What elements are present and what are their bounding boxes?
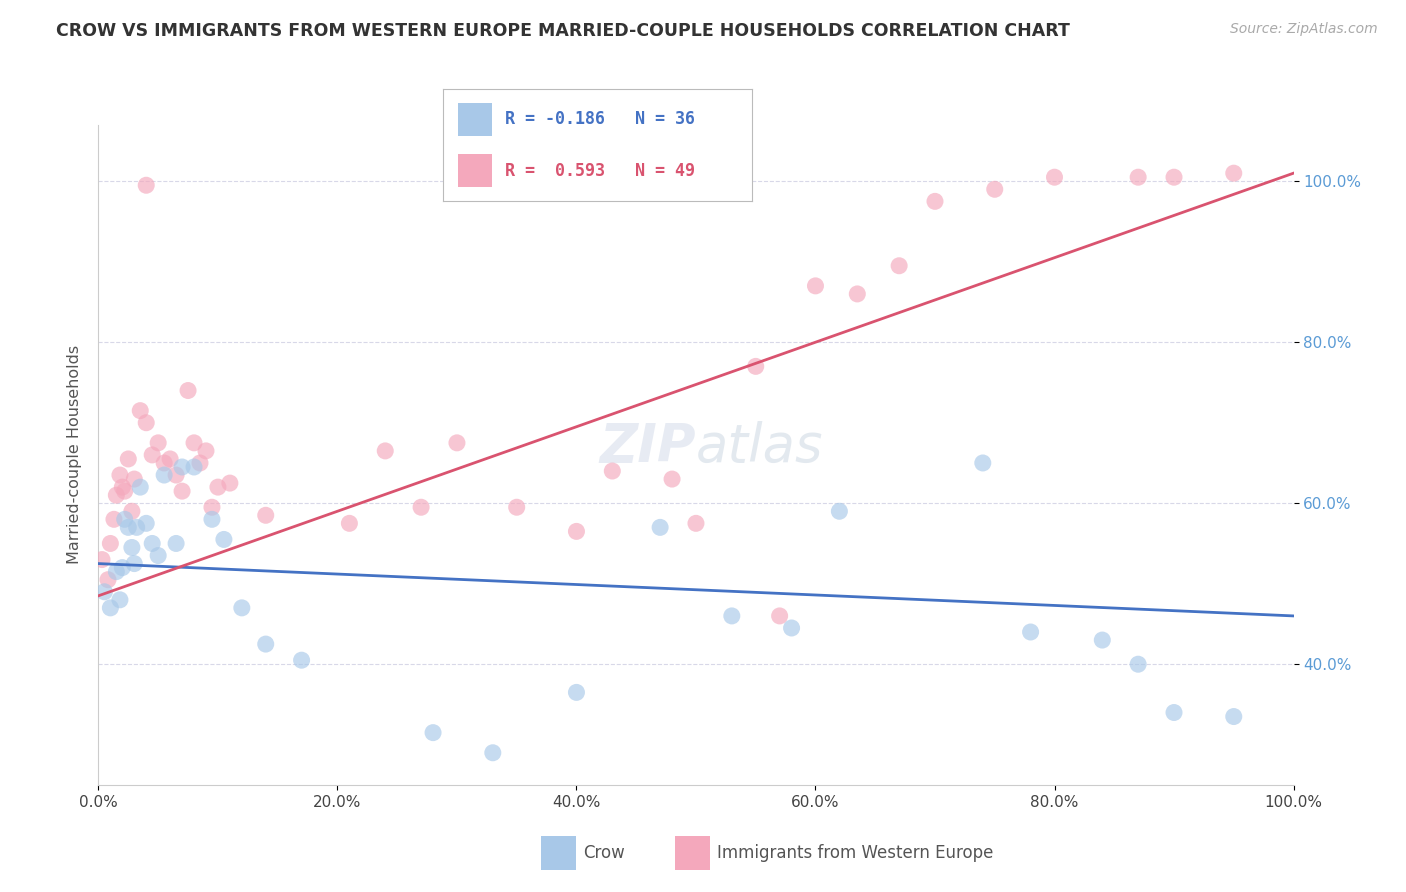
Point [1222, 166, 1246, 180]
Point [165, 536, 187, 550]
Point [685, 516, 707, 531]
Point [889, 259, 911, 273]
Point [924, 194, 946, 209]
Point [125, 520, 148, 534]
Point [172, 460, 194, 475]
Point [148, 549, 170, 563]
Point [374, 443, 396, 458]
Point [141, 536, 163, 550]
Point [846, 287, 869, 301]
Bar [458, 103, 492, 136]
Point [183, 460, 205, 475]
Point [159, 452, 181, 467]
Point [720, 608, 742, 623]
Point [108, 592, 131, 607]
Point [129, 403, 152, 417]
Point [105, 565, 128, 579]
Text: Crow: Crow [583, 844, 626, 862]
Point [188, 456, 211, 470]
Point [117, 452, 139, 467]
Point [446, 435, 468, 450]
Text: atlas: atlas [696, 421, 824, 473]
Point [98, 536, 122, 550]
Point [446, 178, 468, 193]
Point [153, 456, 176, 470]
Point [103, 512, 125, 526]
Point [124, 557, 146, 571]
Point [172, 484, 194, 499]
Point [1163, 706, 1185, 720]
Point [1043, 170, 1066, 185]
Point [648, 520, 672, 534]
Point [565, 685, 588, 699]
Point [1128, 170, 1150, 185]
Point [219, 476, 242, 491]
Point [108, 468, 131, 483]
Text: R =  0.593   N = 49: R = 0.593 N = 49 [505, 161, 695, 179]
Text: Source: ZipAtlas.com: Source: ZipAtlas.com [1230, 22, 1378, 37]
Point [183, 435, 205, 450]
Point [105, 488, 128, 502]
Point [114, 512, 136, 526]
Text: ZIP: ZIP [599, 421, 696, 473]
Point [121, 504, 143, 518]
Point [135, 416, 157, 430]
Point [114, 484, 136, 499]
Point [135, 516, 157, 531]
Point [661, 472, 683, 486]
Point [1091, 633, 1114, 648]
Text: CROW VS IMMIGRANTS FROM WESTERN EUROPE MARRIED-COUPLE HOUSEHOLDS CORRELATION CHA: CROW VS IMMIGRANTS FROM WESTERN EUROPE M… [56, 22, 1070, 40]
Point [124, 472, 146, 486]
Point [1128, 657, 1150, 672]
Point [177, 384, 200, 398]
Point [231, 600, 253, 615]
Point [98, 600, 122, 615]
Bar [458, 153, 492, 187]
Point [337, 516, 360, 531]
Text: R = -0.186   N = 36: R = -0.186 N = 36 [505, 111, 695, 128]
Point [983, 182, 1005, 196]
Point [745, 359, 768, 374]
Point [91, 552, 114, 566]
Point [422, 725, 444, 739]
Point [565, 524, 588, 539]
Point [121, 541, 143, 555]
Point [290, 653, 312, 667]
Point [153, 468, 176, 483]
Point [254, 508, 277, 523]
Point [117, 520, 139, 534]
Point [212, 533, 235, 547]
Point [141, 448, 163, 462]
Point [93, 584, 115, 599]
Point [1019, 625, 1042, 640]
Point [506, 500, 529, 515]
Point [201, 500, 224, 515]
Point [97, 573, 120, 587]
Point [804, 278, 827, 293]
Y-axis label: Married-couple Households: Married-couple Households [66, 345, 82, 565]
Point [254, 637, 277, 651]
Point [129, 480, 152, 494]
Point [111, 480, 134, 494]
Point [481, 746, 505, 760]
Point [165, 468, 187, 483]
Text: Immigrants from Western Europe: Immigrants from Western Europe [717, 844, 994, 862]
Point [780, 621, 803, 635]
Point [972, 456, 994, 470]
Point [600, 464, 623, 478]
Point [1222, 709, 1246, 723]
Point [207, 480, 229, 494]
Point [1163, 170, 1185, 185]
Point [828, 504, 851, 518]
Point [194, 443, 217, 458]
Point [411, 500, 433, 515]
Point [768, 608, 790, 623]
Point [111, 560, 134, 574]
Point [201, 512, 224, 526]
Point [135, 178, 157, 193]
Point [148, 435, 170, 450]
